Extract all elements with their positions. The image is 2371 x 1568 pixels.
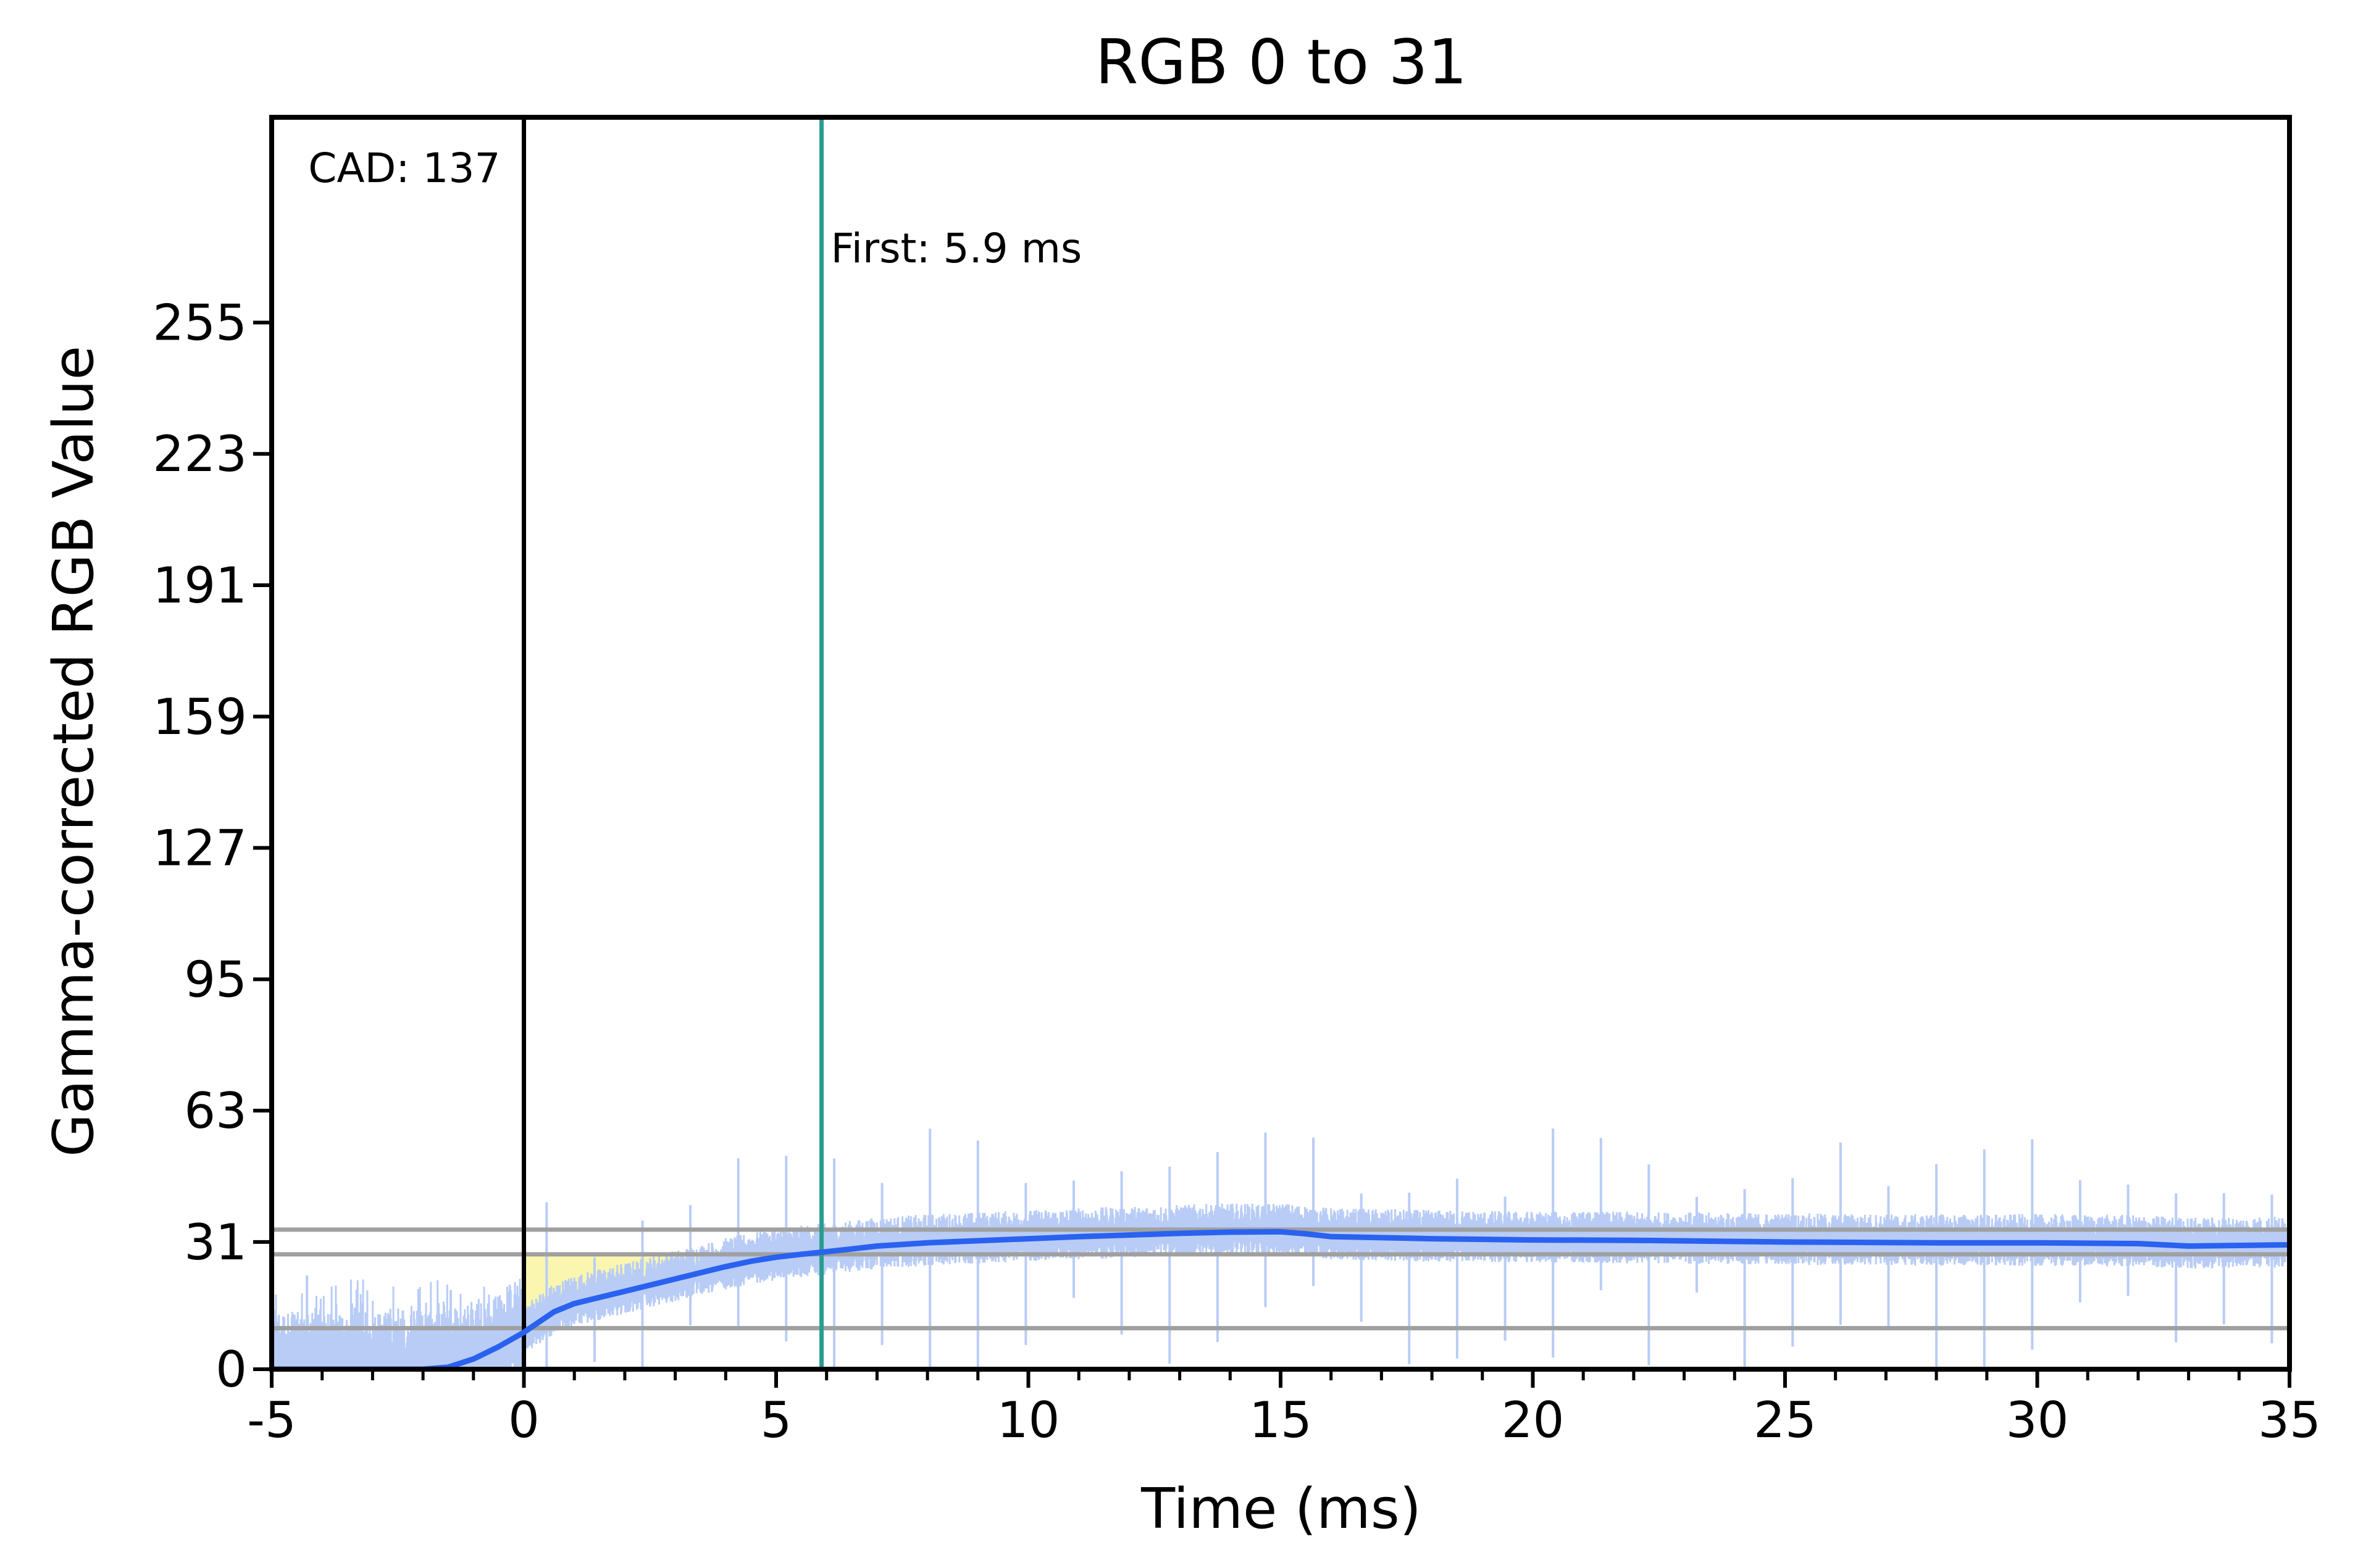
y-tick-label: 223 bbox=[153, 425, 247, 483]
x-tick-label: -5 bbox=[247, 1391, 296, 1449]
x-axis-label: Time (ms) bbox=[1140, 1477, 1421, 1541]
first-response-label: First: 5.9 ms bbox=[831, 225, 1082, 272]
x-tick-label: 35 bbox=[2258, 1391, 2321, 1449]
y-tick-label: 95 bbox=[184, 951, 247, 1008]
y-tick-label: 255 bbox=[153, 294, 247, 351]
x-tick-label: 0 bbox=[508, 1391, 540, 1449]
x-tick-label: 20 bbox=[1502, 1391, 1565, 1449]
y-tick-label: 191 bbox=[153, 557, 247, 614]
x-tick-label: 10 bbox=[997, 1391, 1060, 1449]
x-tick-label: 15 bbox=[1249, 1391, 1312, 1449]
y-tick-label: 63 bbox=[184, 1082, 247, 1140]
plot-inner bbox=[272, 117, 2289, 1369]
y-tick-label: 127 bbox=[153, 820, 247, 877]
x-tick-label: 25 bbox=[1754, 1391, 1817, 1449]
plot-frame bbox=[269, 115, 2292, 1372]
y-axis-label: Gamma-corrected RGB Value bbox=[41, 346, 106, 1157]
x-tick-label: 5 bbox=[761, 1391, 792, 1449]
y-tick-label: 0 bbox=[215, 1341, 247, 1398]
y-tick-label: 159 bbox=[153, 688, 247, 746]
chart-title: RGB 0 to 31 bbox=[1095, 26, 1467, 98]
smoothed-series-line bbox=[272, 1228, 2289, 1369]
x-tick-label: 30 bbox=[2006, 1391, 2069, 1449]
cad-label: CAD: 137 bbox=[308, 144, 500, 192]
y-tick-label: 31 bbox=[184, 1214, 247, 1271]
